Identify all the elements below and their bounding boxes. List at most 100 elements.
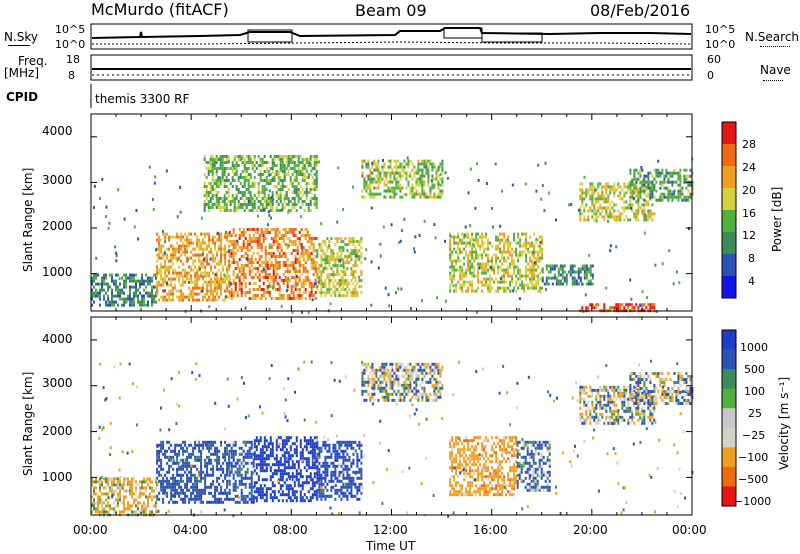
heatmap-cell (301, 170, 304, 173)
heatmap-cell (493, 265, 496, 269)
heatmap-cell (521, 244, 524, 248)
heatmap-cell (219, 179, 222, 182)
heatmap-cell (293, 466, 296, 470)
heatmap-cell (268, 291, 271, 294)
heatmap-cell (269, 496, 272, 500)
heatmap-cell (232, 246, 235, 249)
heatmap-cell (198, 238, 201, 242)
heatmap-cell (204, 488, 207, 492)
heatmap-cell (299, 451, 302, 455)
heatmap-cell (469, 253, 472, 257)
heatmap-cell (260, 246, 263, 249)
heatmap-cell (539, 250, 542, 254)
heatmap-cell (593, 206, 596, 210)
heatmap-cell (163, 251, 166, 255)
heatmap-cell (398, 241, 401, 244)
heatmap-cell (315, 176, 318, 179)
heatmap-cell (461, 232, 464, 236)
heatmap-cell (330, 258, 333, 262)
heatmap-cell (198, 449, 201, 453)
heatmap-cell (257, 155, 260, 158)
heatmap-cell (182, 283, 185, 287)
heatmap-cell (208, 262, 211, 266)
heatmap-cell (184, 464, 187, 468)
heatmap-cell (141, 282, 143, 286)
heatmap-cell (467, 253, 470, 257)
heatmap-cell (649, 212, 652, 216)
heatmap-cell (289, 448, 292, 452)
heatmap-cell (168, 292, 171, 296)
heatmap-cell (365, 162, 368, 166)
heatmap-cell (176, 250, 179, 254)
heatmap-cell (272, 273, 275, 276)
heatmap-cell (303, 466, 306, 470)
heatmap-cell (635, 180, 638, 184)
heatmap-cell (285, 448, 288, 452)
heatmap-cell (214, 247, 217, 251)
heatmap-cell (265, 469, 268, 473)
heatmap-cell (273, 463, 276, 467)
heatmap-cell (419, 195, 422, 199)
heatmap-cell (309, 158, 312, 161)
heatmap-cell (637, 177, 640, 181)
heatmap-cell (248, 446, 251, 450)
heatmap-cell (228, 276, 231, 279)
heatmap-cell (260, 261, 263, 264)
heatmap-cell (131, 510, 133, 514)
heatmap-cell (151, 498, 153, 502)
heatmap-cell (481, 244, 484, 248)
heatmap-cell (583, 273, 586, 277)
heatmap-cell (200, 458, 203, 462)
heatmap-cell (561, 282, 564, 286)
heatmap-cell (653, 195, 656, 199)
heatmap-cell (198, 298, 201, 302)
heatmap-cell (97, 495, 99, 499)
heatmap-cell (270, 261, 273, 264)
heatmap-cell (421, 299, 423, 303)
heatmap-cell (210, 491, 213, 495)
heatmap-cell (277, 188, 280, 191)
heatmap-cell (639, 186, 642, 190)
heatmap-cell (115, 477, 117, 481)
heatmap-cell (234, 285, 237, 288)
heatmap-cell (228, 285, 231, 288)
heatmap-cell (304, 297, 307, 300)
heatmap-cell (194, 488, 197, 492)
heatmap-cell (147, 495, 149, 499)
heatmap-cell (294, 240, 297, 243)
heatmap-cell (344, 282, 347, 286)
heatmap-cell (101, 483, 103, 487)
heatmap-cell (295, 445, 298, 449)
heatmap-cell (101, 504, 103, 508)
heatmap-cell (216, 467, 219, 471)
heatmap-cell (170, 280, 173, 284)
heatmap-cell (455, 235, 458, 239)
heatmap-cell (314, 264, 317, 267)
heatmap-cell (215, 191, 218, 194)
heatmap-cell (301, 487, 304, 491)
heatmap-cell (449, 277, 452, 281)
heatmap-cell (507, 235, 510, 239)
heatmap-cell (216, 283, 219, 287)
heatmap-cell (174, 476, 177, 480)
heatmap-cell (473, 259, 476, 263)
heatmap-cell (255, 472, 258, 476)
heatmap-cell (227, 155, 230, 158)
heatmap-cell (519, 241, 522, 245)
heatmap-cell (226, 494, 229, 498)
heatmap-cell (405, 186, 408, 190)
heatmap-cell (285, 185, 288, 188)
heatmap-cell (153, 294, 155, 298)
heatmap-cell (265, 466, 268, 470)
heatmap-cell (218, 497, 221, 501)
heatmap-cell (441, 180, 444, 184)
heatmap-cell (417, 171, 420, 175)
heatmap-cell (295, 185, 298, 188)
heatmap-cell (305, 463, 308, 467)
heatmap-cell (283, 460, 286, 464)
heatmap-cell (109, 285, 111, 289)
heatmap-cell (99, 501, 101, 505)
heatmap-cell (95, 276, 97, 280)
heatmap-cell (599, 203, 602, 207)
heatmap-cell (246, 449, 249, 453)
